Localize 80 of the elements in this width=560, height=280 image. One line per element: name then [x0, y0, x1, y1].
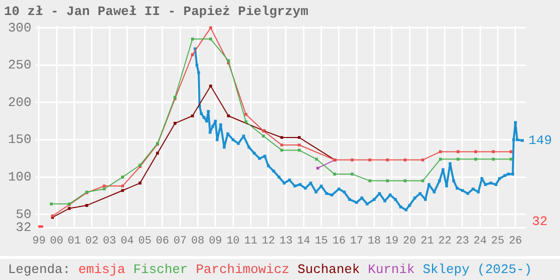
text: Kurnik [368, 262, 415, 277]
y-tick-label: 100 [8, 170, 32, 184]
x-tick-label: 17 [350, 235, 364, 248]
point [102, 184, 106, 188]
point [68, 206, 71, 210]
point [316, 166, 320, 170]
x-tick-label: 23 [456, 235, 470, 248]
point [492, 158, 495, 161]
point [298, 136, 301, 139]
x-tick-label: 19 [385, 235, 398, 248]
data-label: 149 [528, 132, 552, 148]
point [85, 204, 88, 207]
x-tick-label: 21 [420, 235, 434, 248]
point [280, 144, 284, 146]
point [209, 26, 212, 30]
point [492, 150, 495, 154]
x-tick-label: 20 [402, 235, 416, 248]
point [191, 53, 194, 56]
text: Sklepy (2025-) [422, 262, 532, 277]
x-tick-label: 14 [297, 235, 311, 248]
text: Parchimowicz [196, 262, 290, 277]
point [102, 188, 106, 190]
point [156, 152, 159, 155]
x-tick-label: 12 [262, 235, 275, 248]
point [456, 150, 460, 154]
x-tick-label: 10 [226, 235, 240, 248]
x-tick-label: 01 [68, 235, 82, 248]
point [456, 158, 460, 161]
point [438, 150, 442, 154]
point [404, 158, 407, 162]
point [209, 38, 212, 40]
point [315, 158, 318, 161]
y-tick-label: 250 [8, 58, 32, 73]
point [404, 179, 407, 182]
x-tick-label: 24 [474, 235, 488, 248]
point [386, 179, 389, 182]
y-tick-label: 150 [8, 132, 32, 148]
x-tick-label: 02 [85, 235, 98, 248]
x-tick-label: 25 [491, 235, 504, 248]
x-tick-label: 26 [508, 235, 522, 248]
x-tick-label: 99 [32, 235, 46, 248]
y-tick-label: 300 [8, 20, 32, 36]
point [474, 158, 478, 161]
point [350, 172, 354, 176]
x-tick-label: 03 [102, 235, 116, 248]
y-tick-label: 32 [16, 220, 32, 236]
x-tick-label: 04 [120, 235, 134, 248]
point [510, 150, 512, 154]
x-tick-label: 22 [438, 235, 452, 248]
point [209, 84, 212, 88]
x-tick-label: 07 [174, 235, 187, 248]
text: Fischer [133, 262, 188, 277]
x-tick-label: 15 [314, 235, 328, 248]
point [438, 158, 442, 161]
x-tick-label: 05 [138, 235, 152, 248]
y-tick-label: 200 [8, 94, 32, 110]
point [421, 158, 424, 162]
text: 32 [532, 214, 548, 230]
x-tick-label: 00 [50, 235, 64, 248]
x-tick-label: 16 [332, 235, 346, 248]
legend-title: Legenda: [8, 262, 70, 277]
x-tick-label: 13 [279, 235, 293, 248]
point [298, 144, 301, 146]
x-tick-label: 06 [156, 235, 170, 248]
x-tick-label: 08 [191, 235, 204, 248]
point [350, 158, 354, 162]
point [510, 158, 512, 161]
point [50, 202, 53, 206]
point [244, 120, 248, 124]
point [227, 59, 230, 62]
text: emisja [78, 262, 126, 277]
chart-title: 10 zł - Jan Paweł II - Papież Pielgrzym [4, 4, 308, 20]
y-tick-label: 50 [16, 206, 32, 222]
point [174, 122, 176, 125]
text: Suchanek [297, 262, 360, 277]
x-tick-label: 11 [244, 235, 258, 248]
point [280, 136, 284, 139]
x-tick-label: 18 [368, 235, 381, 248]
point [368, 158, 372, 162]
x-tick-label: 09 [208, 235, 222, 248]
